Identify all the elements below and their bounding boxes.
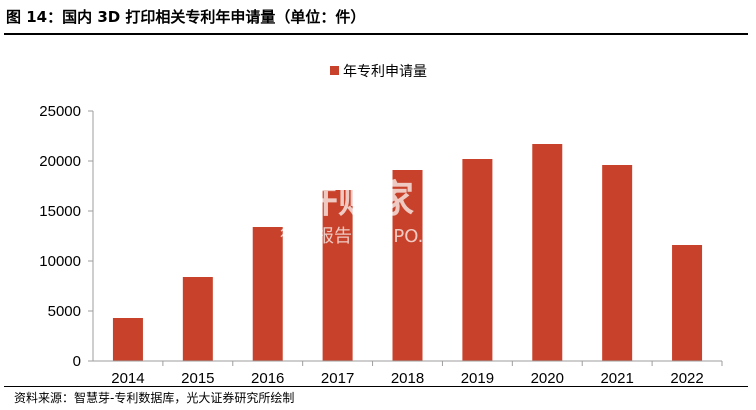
bar-2020 xyxy=(532,144,563,361)
x-tick-label: 2022 xyxy=(670,370,703,386)
source-rule xyxy=(4,386,748,387)
x-tick-label: 2017 xyxy=(321,370,354,386)
bar-2017 xyxy=(322,190,353,361)
legend-swatch xyxy=(330,66,339,75)
y-tick-label: 20000 xyxy=(39,153,81,170)
y-tick-label: 10000 xyxy=(39,253,81,270)
figure-title: 图 14：国内 3D 打印相关专利年申请量（单位：件） xyxy=(6,8,366,26)
x-tick-label: 2016 xyxy=(251,370,284,386)
bars xyxy=(112,144,703,361)
legend: 年专利申请量 xyxy=(330,64,427,80)
y-tick-label: 5000 xyxy=(48,303,81,320)
watermark: 并购家 行业报告 IPOIPO.CN xyxy=(280,177,449,247)
x-tick-label: 2019 xyxy=(461,370,494,386)
bar-2019 xyxy=(462,159,493,361)
source-note: 资料来源：智慧芽-专利数据库，光大证券研究所绘制 xyxy=(14,391,295,405)
bar-2021 xyxy=(602,165,633,361)
x-tick-label: 2015 xyxy=(181,370,214,386)
title-rule xyxy=(4,33,748,35)
x-tick-label: 2014 xyxy=(111,370,144,386)
y-tick-label: 15000 xyxy=(39,203,81,220)
y-tick-label: 25000 xyxy=(39,103,81,120)
watermark-logo-text: 并购家 xyxy=(300,177,414,221)
bar-2022 xyxy=(672,245,703,361)
bar-2016 xyxy=(252,227,283,361)
bar-2014 xyxy=(112,318,143,361)
bar-2018 xyxy=(392,170,423,361)
y-axis-ticks: 0 5000 10000 15000 20000 25000 xyxy=(39,103,93,370)
watermark-subtext: 行业报告 IPOIPO.CN xyxy=(280,226,449,247)
x-tick-label: 2021 xyxy=(600,370,633,386)
bar-2015 xyxy=(182,277,213,361)
x-tick-label: 2018 xyxy=(391,370,424,386)
y-tick-label: 0 xyxy=(73,353,81,370)
x-axis-ticks: 2014 2015 2016 2017 2018 2019 2020 2021 2022 xyxy=(111,361,723,386)
x-tick-label: 2020 xyxy=(531,370,564,386)
legend-label: 年专利申请量 xyxy=(343,64,427,80)
